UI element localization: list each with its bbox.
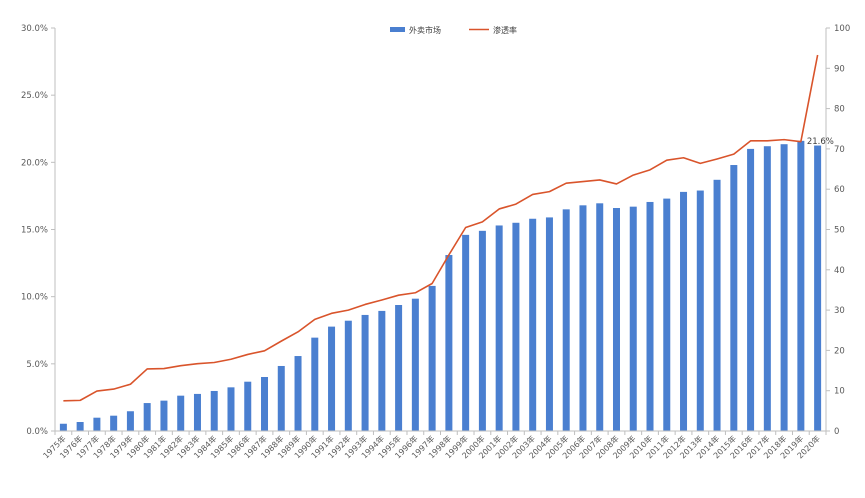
bar-2016年 xyxy=(747,148,755,431)
bar-2011年 xyxy=(663,198,671,431)
bar-1981年 xyxy=(160,400,168,431)
data-label-annotation: 21.6% xyxy=(807,137,834,147)
bar-1993年 xyxy=(361,314,369,431)
bar-1990年 xyxy=(311,337,319,431)
right-tick-label: 40 xyxy=(834,266,845,276)
bar-1977年 xyxy=(93,417,101,431)
bar-2008年 xyxy=(612,208,620,431)
bar-2009年 xyxy=(629,206,637,431)
bar-1997年 xyxy=(428,285,436,431)
bar-1985年 xyxy=(227,387,235,431)
bar-2015年 xyxy=(730,165,738,431)
left-tick-label: 0.0% xyxy=(26,427,48,437)
bar-1975年 xyxy=(59,423,67,431)
bar-2013年 xyxy=(696,190,704,431)
left-tick-label: 25.0% xyxy=(21,91,48,101)
x-axis-labels: 1975年1976年1977年1978年1979年1980年1981年1982年… xyxy=(41,433,822,460)
bar-2014年 xyxy=(713,179,721,431)
left-tick-label: 30.0% xyxy=(21,24,48,34)
data-labels: 21.6% xyxy=(807,137,834,147)
bar-1987年 xyxy=(261,377,269,431)
bar-2017年 xyxy=(763,146,771,431)
bar-1983年 xyxy=(193,393,201,431)
bar-2019年 xyxy=(797,140,805,431)
axes: 0.0% 5.0% 10.0% 15.0% 20.0% 25.0% 30.0% 0 10 20 30… xyxy=(21,24,850,437)
bar-1996年 xyxy=(411,298,419,431)
legend: 外卖市场 渗透率 xyxy=(390,25,517,35)
bar-1978年 xyxy=(110,415,118,431)
bar-1991年 xyxy=(328,326,336,431)
right-tick-label: 70 xyxy=(834,145,845,155)
right-tick-label: 60 xyxy=(834,185,845,195)
bar-2006年 xyxy=(579,205,587,431)
bar-1979年 xyxy=(126,411,134,431)
right-tick-label: 90 xyxy=(834,64,845,74)
bar-1982年 xyxy=(177,395,185,431)
bar-2002年 xyxy=(512,222,520,431)
bar-2010年 xyxy=(646,201,654,431)
bar-1992年 xyxy=(344,320,352,431)
legend-item-penetration: 渗透率 xyxy=(469,25,517,35)
legend-label: 渗透率 xyxy=(493,25,517,35)
bar-2003年 xyxy=(529,218,537,431)
bar-1998年 xyxy=(445,255,453,431)
bar-2001年 xyxy=(495,225,503,431)
bar-2004年 xyxy=(545,217,553,431)
left-tick-label: 20.0% xyxy=(21,158,48,168)
bar-2005年 xyxy=(562,209,570,431)
right-tick-label: 0 xyxy=(834,427,839,437)
right-tick-label: 100 xyxy=(834,24,850,34)
bar-1984年 xyxy=(210,390,218,431)
left-tick-label: 15.0% xyxy=(21,226,48,236)
bar-1988年 xyxy=(277,365,285,431)
bar-1989年 xyxy=(294,356,302,431)
bar-2012年 xyxy=(680,191,688,431)
penetration-line xyxy=(63,54,819,402)
bar-1999年 xyxy=(462,234,470,431)
bar-1980年 xyxy=(143,403,151,431)
legend-bar-swatch-icon xyxy=(390,27,405,32)
bar-2018年 xyxy=(780,144,788,431)
right-tick-label: 30 xyxy=(834,306,845,316)
right-tick-label: 20 xyxy=(834,346,845,356)
legend-label: 外卖市场 xyxy=(409,25,441,35)
right-tick-label: 10 xyxy=(834,387,845,397)
bar-2020年 xyxy=(814,145,822,432)
left-tick-label: 10.0% xyxy=(21,293,48,303)
bar-1995年 xyxy=(395,305,403,431)
line-series xyxy=(63,54,819,402)
bar-1976年 xyxy=(76,422,84,431)
bar-2007年 xyxy=(596,203,604,431)
right-tick-label: 80 xyxy=(834,105,845,115)
bar-1994年 xyxy=(378,310,386,431)
bar-2000年 xyxy=(478,230,486,431)
bar-1986年 xyxy=(244,381,252,431)
legend-item-market: 外卖市场 xyxy=(390,25,441,35)
bar-series xyxy=(59,140,822,432)
right-tick-label: 50 xyxy=(834,226,845,236)
left-tick-label: 5.0% xyxy=(26,360,48,370)
